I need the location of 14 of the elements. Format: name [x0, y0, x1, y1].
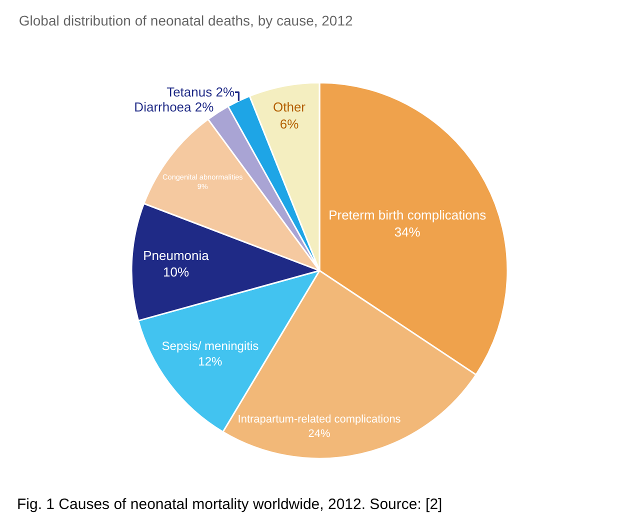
data-label: 10% [162, 264, 190, 280]
data-label: 34% [394, 224, 421, 240]
slice-label: Sepsis/ meningitis [162, 338, 259, 353]
slice-label: Preterm birth complications [328, 207, 487, 222]
slice-label: Pneumonia [143, 248, 210, 263]
slice-label: Other [272, 99, 306, 114]
slice-label: Tetanus 2% [166, 84, 235, 100]
data-label: 6% [280, 116, 300, 132]
slice-label: Diarrhoea 2% [134, 100, 214, 115]
data-label: 12% [198, 354, 223, 369]
chart-title: Global distribution of neonatal deaths, by cause, 2012 [18, 12, 354, 29]
slice-label: Intrapartum-related complications [238, 414, 402, 426]
caption: Fig. 1 Causes of neonatal mortality worldwide, 2012. Source: [2] [17, 496, 442, 513]
data-label: 24% [308, 428, 331, 440]
